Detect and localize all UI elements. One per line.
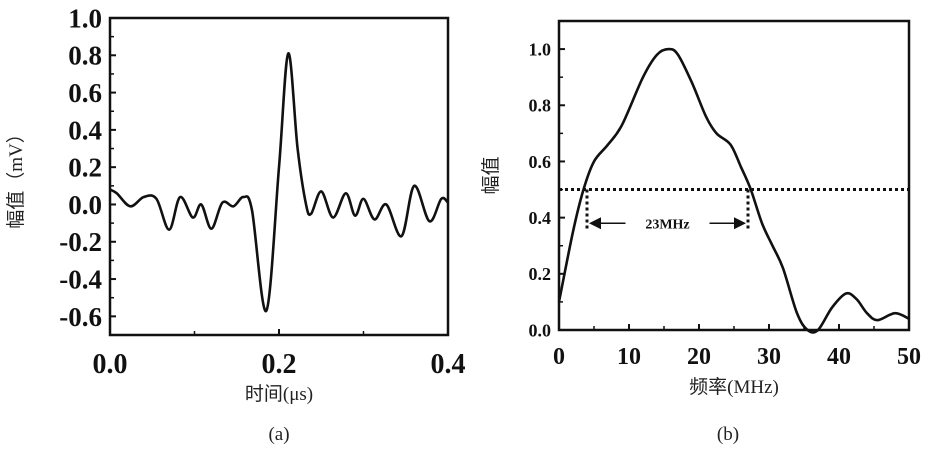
chart-a: 1.0 0.8 0.6 0.4 0.2 0.0 -0.2 -0.4 -0.6 0.0 0.2 0.4 时…: [5, 3, 466, 445]
y-tick-label: 0.4: [68, 115, 102, 145]
bandwidth-annotation: 23MHz: [645, 217, 689, 232]
series-line-signal: [110, 53, 448, 311]
arrow-right-head: [734, 217, 746, 229]
chart-b: 0.0 0.2 0.4 0.6 0.8 1.0 0 10 20 30 40 50 23MHz 频率(MHz…: [480, 21, 921, 445]
y-tick-label: -0.6: [59, 302, 102, 332]
x-tick-label: 0.4: [431, 349, 466, 380]
y-tick-label: 1.0: [68, 3, 102, 33]
y-tick-label: -0.2: [59, 227, 102, 257]
figure: 1.0 0.8 0.6 0.4 0.2 0.0 -0.2 -0.4 -0.6 0.0 0.2 0.4 时…: [0, 0, 929, 454]
x-tick-label: 20: [687, 344, 711, 370]
x-tick-label: 50: [897, 344, 921, 370]
y-axis-label: 幅值: [480, 156, 502, 194]
y-tick-label: 0.0: [529, 320, 552, 340]
y-tick-label: 0.6: [529, 152, 552, 172]
x-tick-label: 40: [827, 344, 851, 370]
arrow-left-head: [589, 217, 601, 229]
y-tick-label: 0.8: [68, 41, 102, 71]
y-tick-label: 0.6: [68, 78, 102, 108]
plot-frame: [559, 21, 909, 330]
y-tick-label: 0.2: [529, 264, 552, 284]
x-tick-label: 30: [757, 344, 781, 370]
y-tick-label: 0.2: [68, 153, 102, 183]
x-tick-label: 0: [553, 344, 565, 370]
y-tick-label: 0.4: [529, 208, 552, 228]
x-tick-label: 0.0: [93, 349, 128, 380]
y-tick-label: -0.4: [59, 265, 102, 295]
y-tick-label: 1.0: [529, 39, 552, 59]
panel-label: (a): [268, 424, 289, 445]
y-tick-label: 0.0: [68, 190, 102, 220]
y-axis-label: 幅值（mV）: [5, 124, 27, 229]
y-tick-label: 0.8: [529, 96, 552, 116]
panel-label: (b): [717, 424, 739, 445]
x-axis-label: 时间(μs): [245, 383, 313, 405]
x-axis-label: 频率(MHz): [689, 376, 779, 398]
x-tick-label: 10: [617, 344, 641, 370]
x-tick-label: 0.2: [262, 349, 297, 380]
